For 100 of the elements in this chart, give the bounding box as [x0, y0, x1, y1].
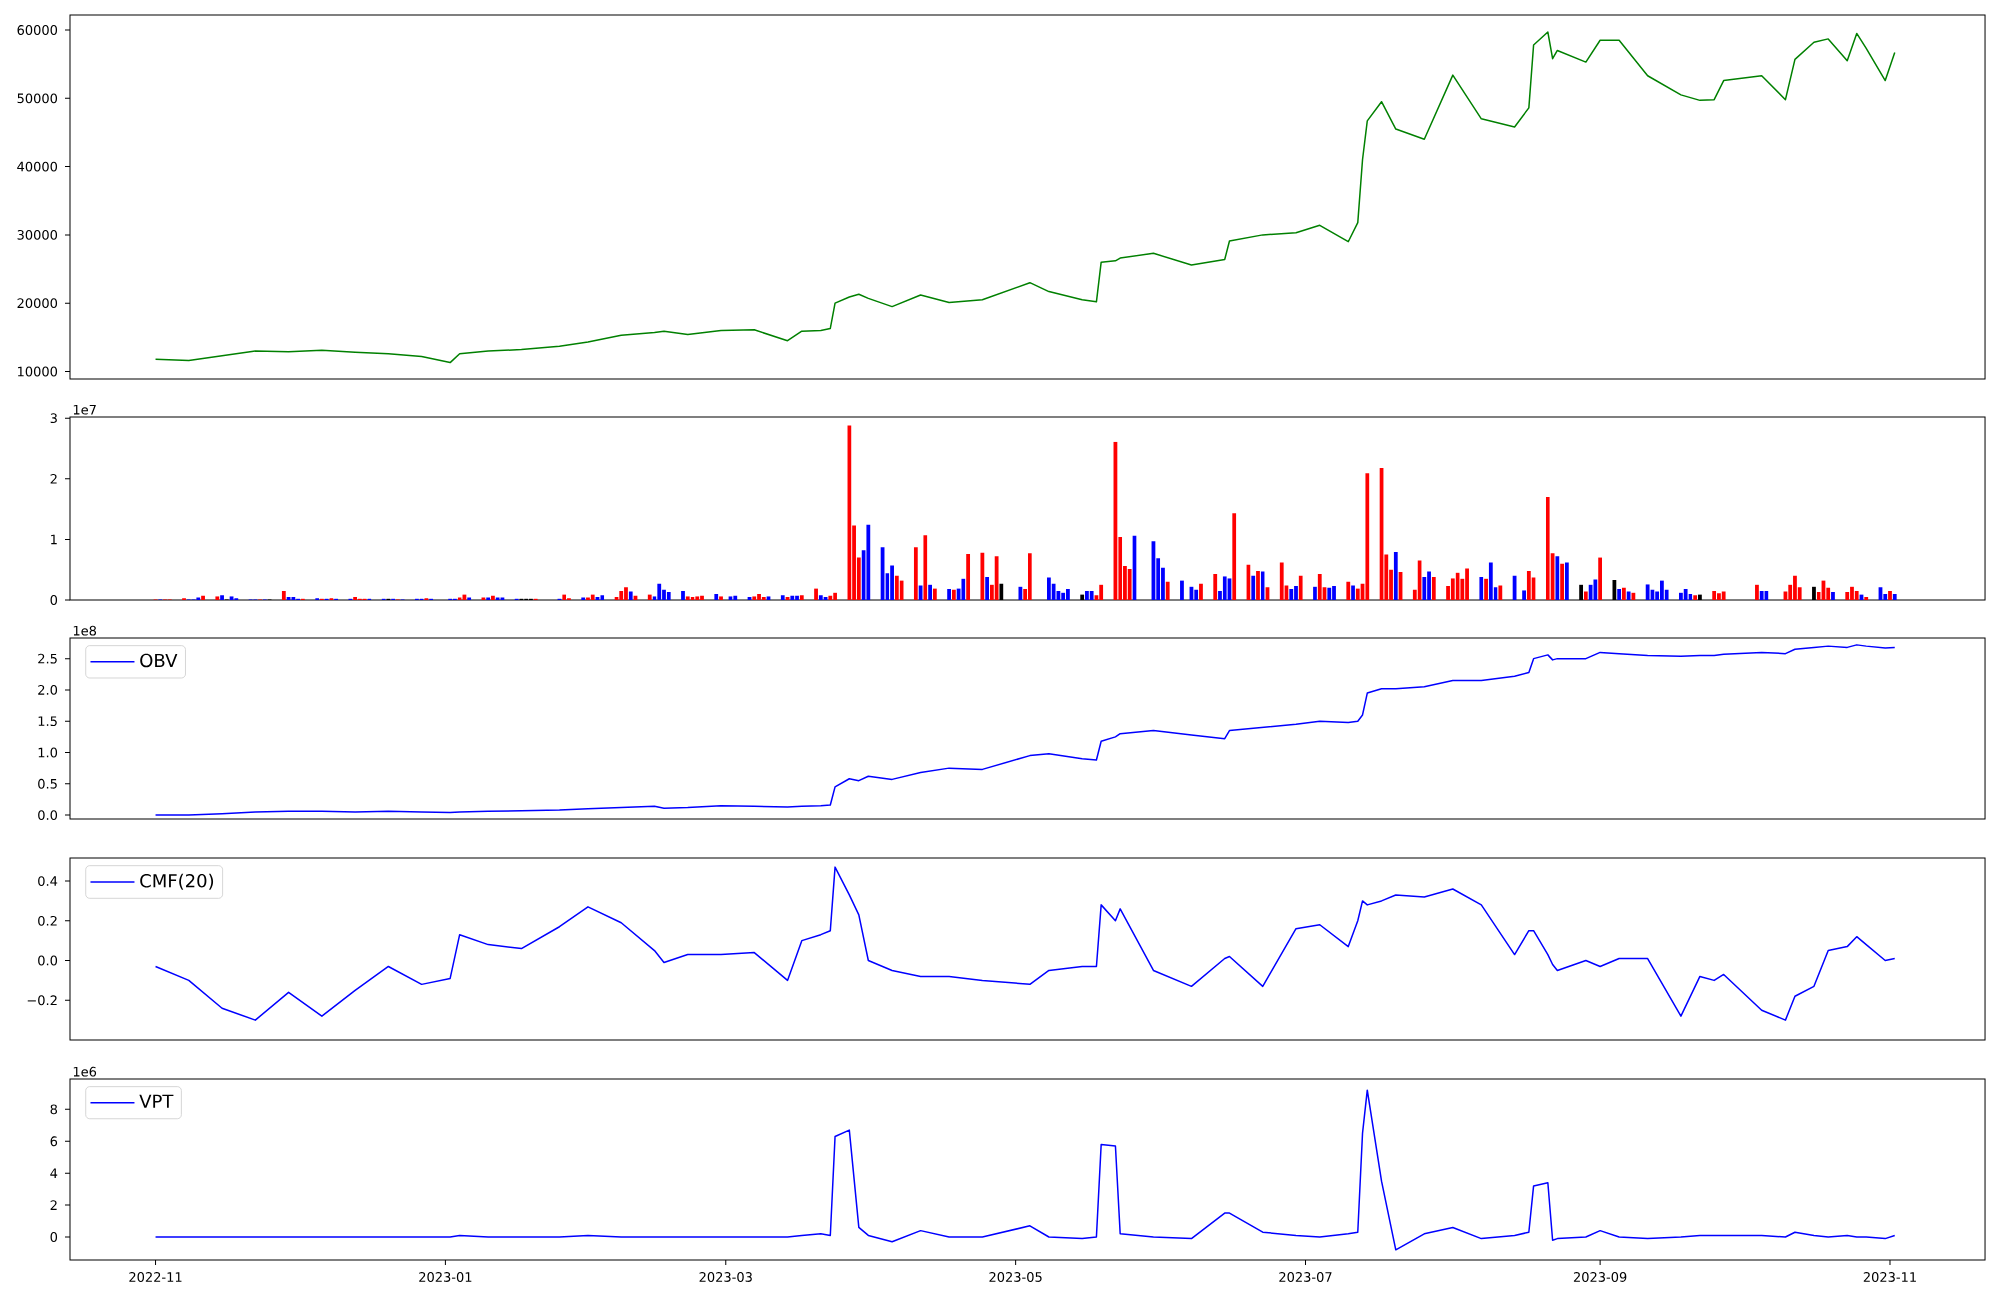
bar: [1831, 592, 1835, 600]
bar: [1645, 584, 1650, 600]
bar: [714, 593, 719, 600]
bar: [1484, 578, 1488, 600]
bar: [1213, 573, 1218, 600]
y-tick-label: 0.0: [38, 955, 58, 966]
y-tick-label: 8: [50, 1104, 58, 1115]
bar: [913, 547, 918, 600]
y-tick-label: 2: [50, 473, 57, 484]
y-tick-label: 0: [50, 595, 58, 605]
bar: [1488, 562, 1493, 600]
bar: [828, 595, 833, 600]
bar: [1355, 588, 1360, 600]
bar: [761, 596, 766, 600]
bar: [894, 575, 899, 600]
bar: [1317, 573, 1322, 600]
y-tick-label: 6: [50, 1136, 58, 1147]
legend-label: VPT: [139, 1094, 174, 1108]
legend-label: CMF(20): [140, 873, 214, 890]
bar: [985, 576, 990, 600]
bar: [1721, 591, 1726, 600]
bar: [951, 589, 956, 600]
y-tick-label: 40000: [17, 161, 58, 172]
y-tick-label: 30000: [17, 229, 58, 240]
bar: [890, 565, 894, 600]
bar: [866, 524, 871, 600]
y-tick-label: 60000: [17, 25, 58, 35]
bar: [1222, 576, 1227, 600]
bar: [1279, 562, 1284, 600]
x-tick-label: 2023-05: [989, 1272, 1042, 1282]
bar: [814, 588, 818, 600]
text: 1e7: [73, 404, 96, 415]
legend-label: OBV: [140, 653, 178, 668]
bar: [1327, 587, 1332, 600]
bar: [1393, 552, 1398, 600]
bar: [666, 592, 671, 600]
bar: [1431, 576, 1436, 600]
bar: [818, 595, 823, 600]
bar: [1617, 589, 1622, 600]
bar: [1759, 590, 1764, 600]
x-tick-label: 2023-11: [1863, 1272, 1916, 1282]
x-tick-label: 2023-03: [699, 1272, 752, 1282]
bar: [1180, 580, 1184, 600]
y-tick-label: 3: [50, 413, 57, 424]
bar: [1047, 577, 1051, 600]
y-tick-label: 2.0: [38, 685, 58, 695]
bar: [657, 583, 662, 600]
bar: [1864, 596, 1869, 600]
text: 1e8: [73, 625, 97, 636]
bar: [1018, 586, 1023, 600]
bar: [932, 588, 937, 600]
bar: [1593, 579, 1598, 600]
bar: [1127, 569, 1132, 600]
y-tick-label: 0: [50, 1232, 58, 1242]
bar: [1598, 557, 1603, 600]
bar: [1892, 593, 1897, 600]
bar: [1755, 584, 1759, 600]
bar: [799, 595, 804, 600]
bar: [994, 556, 999, 600]
bar: [1621, 587, 1626, 600]
bar: [1683, 589, 1688, 600]
y-tick-label: 10000: [17, 366, 58, 377]
y-tick-label: 20000: [17, 298, 58, 309]
y-tick-label: 1.0: [38, 747, 58, 758]
bar: [1564, 562, 1569, 600]
bar: [590, 594, 595, 600]
bar: [1199, 583, 1203, 600]
x-tick-label: 2023-09: [1573, 1272, 1627, 1282]
y-tick-label: 50000: [17, 93, 58, 104]
y-tick-label: 0.0: [38, 810, 58, 820]
x-tick-label: 2022-11: [129, 1272, 182, 1282]
y-tick-label: 2.5: [38, 653, 57, 664]
y-tick-label: 1.5: [38, 716, 57, 727]
bar: [1061, 592, 1066, 600]
bar: [1479, 576, 1484, 600]
bar: [647, 594, 652, 600]
bar: [1631, 592, 1636, 600]
bar: [1089, 590, 1094, 600]
bar: [928, 584, 932, 600]
bar: [1232, 513, 1237, 600]
bar: [1256, 570, 1260, 600]
bar: [1526, 570, 1531, 600]
bar: [1555, 556, 1560, 600]
y-tick-label: 0.2: [38, 915, 57, 926]
y-tick-label: 2: [50, 1200, 57, 1210]
bar: [353, 596, 358, 600]
bar: [281, 590, 286, 600]
bar: [628, 591, 633, 600]
bar: [733, 595, 738, 600]
bar: [980, 552, 985, 600]
x-tick-label: 2023-01: [419, 1272, 472, 1282]
bar: [1099, 584, 1104, 600]
bar: [1346, 581, 1351, 600]
bar: [1251, 575, 1256, 600]
bar: [1165, 581, 1170, 600]
bar: [1888, 590, 1892, 600]
text: 1e6: [73, 1066, 97, 1077]
bar: [1522, 590, 1526, 600]
y-tick-label: 1: [51, 534, 57, 545]
bar: [1550, 553, 1555, 600]
